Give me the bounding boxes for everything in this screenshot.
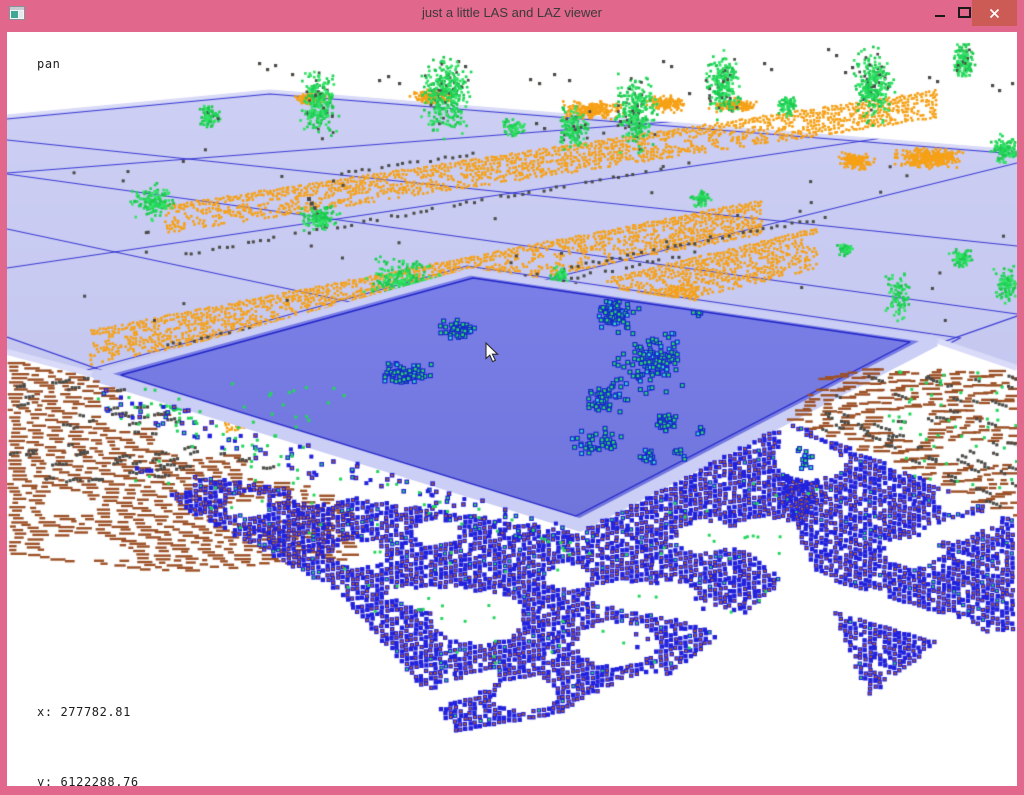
mode-label: pan	[37, 57, 61, 71]
minimize-button[interactable]	[932, 4, 948, 22]
status-y: y: 6122288.76	[37, 775, 139, 786]
point-cloud-canvas[interactable]	[7, 32, 1017, 786]
titlebar[interactable]: just a little LAS and LAZ viewer	[0, 0, 1024, 26]
window-title: just a little LAS and LAZ viewer	[422, 5, 602, 20]
close-icon	[989, 8, 1000, 18]
minimize-icon	[935, 15, 945, 17]
viewer-viewport: pan x: 277782.81 y: 6122288.76 z: 53.94 …	[7, 32, 1017, 786]
app-icon[interactable]	[9, 6, 25, 20]
status-readout: x: 277782.81 y: 6122288.76 z: 53.94 clas…	[37, 654, 225, 786]
close-button[interactable]	[972, 0, 1017, 26]
maximize-icon	[958, 7, 971, 18]
mouse-cursor-icon	[485, 342, 499, 363]
maximize-button[interactable]	[955, 4, 973, 22]
status-x: x: 277782.81	[37, 704, 131, 719]
